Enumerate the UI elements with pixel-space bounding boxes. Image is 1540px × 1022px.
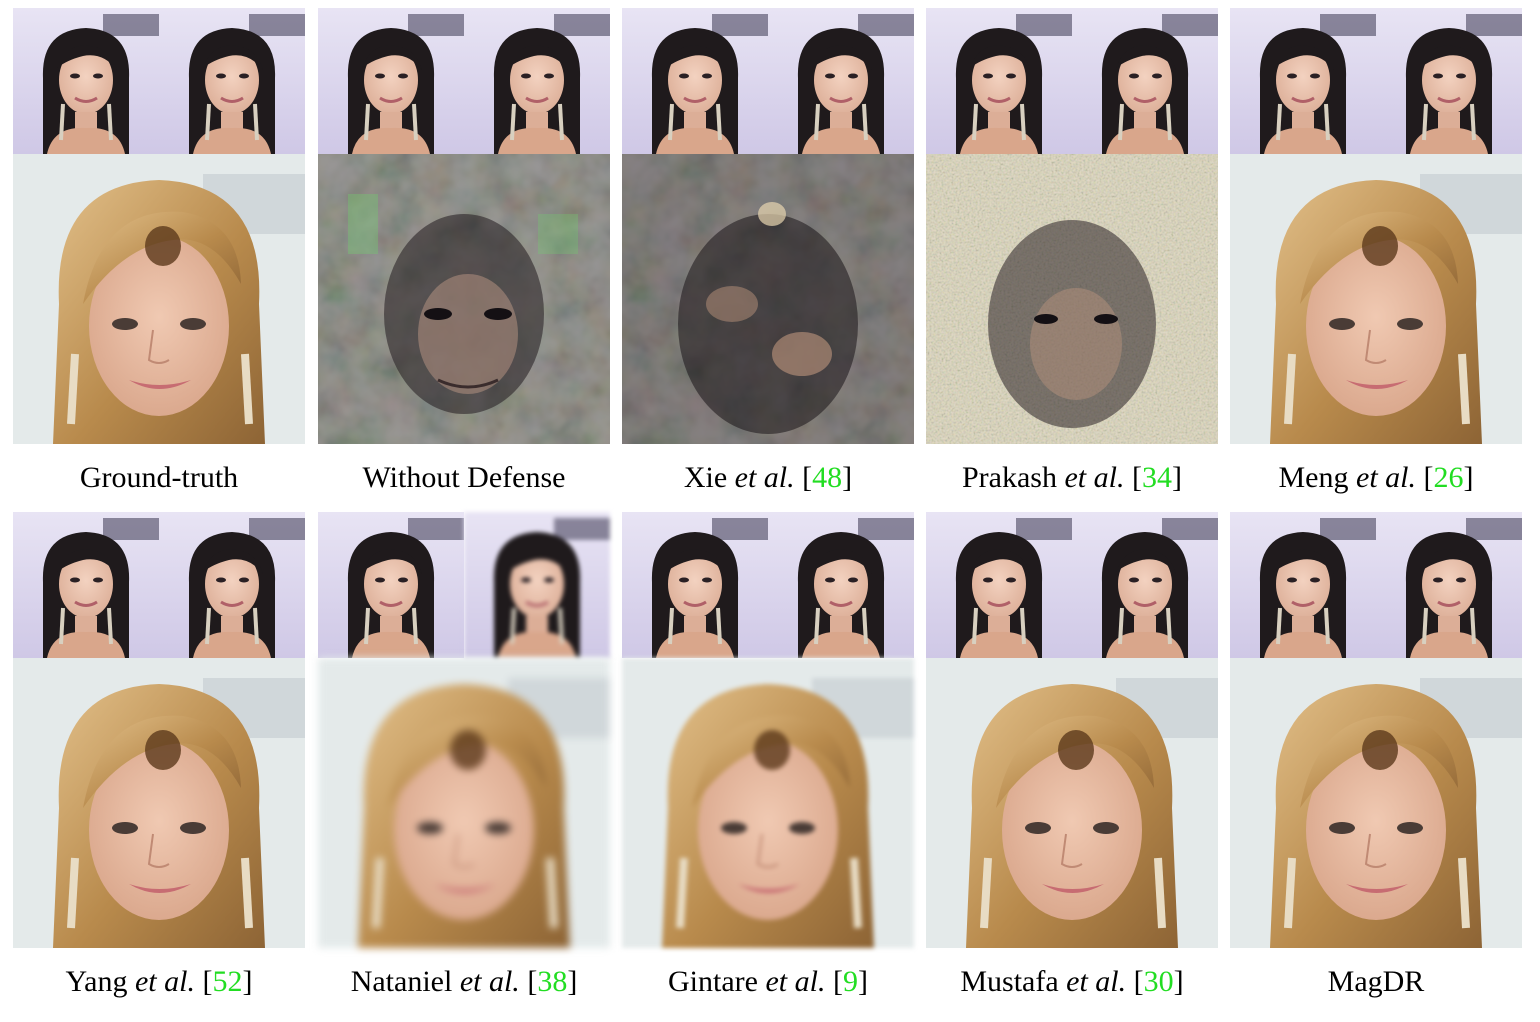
source-target-thumbnails (926, 512, 1218, 658)
source-target-thumbnails (1230, 512, 1522, 658)
target-face-image (159, 512, 305, 658)
caption-author: Mustafa (960, 965, 1059, 998)
target-face-image (464, 8, 610, 154)
source-target-thumbnails (318, 512, 610, 658)
caption-author: Gintare (668, 965, 758, 998)
target-face-image (1072, 8, 1218, 154)
caption: Nataniel et al. [38] (350, 965, 578, 998)
result-face-image (926, 658, 1218, 948)
caption: Xie et al. [48] (683, 461, 853, 494)
caption-etal: et al. (459, 965, 520, 998)
caption: Yang et al. [52] (65, 965, 253, 998)
citation-link[interactable]: 48 (812, 461, 843, 494)
caption-name: Without Defense (362, 461, 566, 494)
caption-author: Nataniel (350, 965, 453, 998)
caption-author: Meng (1278, 461, 1349, 494)
caption-etal: et al. (765, 965, 826, 998)
result-face-image (622, 154, 914, 444)
source-face-image (318, 8, 464, 154)
source-target-thumbnails (13, 512, 305, 658)
caption-author: Prakash (962, 461, 1057, 494)
result-face-image (318, 658, 610, 948)
caption: Without Defense (298, 460, 630, 496)
caption-name: Ground-truth (79, 461, 239, 494)
caption-name: MagDR (1327, 965, 1425, 998)
source-face-image (1230, 8, 1376, 154)
caption-etal: et al. (1356, 461, 1416, 494)
result-face-image (926, 154, 1218, 444)
result-face-image (1230, 658, 1522, 948)
source-target-thumbnails (13, 8, 305, 154)
target-face-image (464, 512, 610, 658)
source-face-image (13, 512, 159, 658)
caption: Ground-truth (0, 460, 325, 496)
target-face-image (159, 8, 305, 154)
source-target-thumbnails (318, 8, 610, 154)
caption-etal: et al. (734, 461, 795, 494)
citation-link[interactable]: 38 (537, 965, 568, 998)
citation-link[interactable]: 26 (1433, 461, 1464, 494)
source-target-thumbnails (622, 8, 914, 154)
target-face-image (768, 8, 914, 154)
source-face-image (622, 512, 768, 658)
result-face-image (13, 154, 305, 444)
target-face-image (1376, 8, 1522, 154)
target-face-image (1072, 512, 1218, 658)
caption: Meng et al. [26] (1278, 461, 1474, 494)
caption-etal: et al. (1066, 965, 1127, 998)
source-face-image (1230, 512, 1376, 658)
citation-link[interactable]: 52 (212, 965, 243, 998)
target-face-image (1376, 512, 1522, 658)
source-face-image (622, 8, 768, 154)
source-face-image (926, 512, 1072, 658)
source-target-thumbnails (622, 512, 914, 658)
source-face-image (318, 512, 464, 658)
caption: MagDR (1210, 964, 1540, 1000)
source-target-thumbnails (1230, 8, 1522, 154)
citation-link[interactable]: 30 (1143, 965, 1174, 998)
result-face-image (622, 658, 914, 948)
caption: Mustafa et al. [30] (960, 965, 1184, 998)
target-face-image (768, 512, 914, 658)
caption: Prakash et al. [34] (962, 461, 1182, 494)
source-target-thumbnails (926, 8, 1218, 154)
caption-etal: et al. (1064, 461, 1125, 494)
result-face-image (318, 154, 610, 444)
result-face-image (13, 658, 305, 948)
source-face-image (13, 8, 159, 154)
citation-link[interactable]: 9 (842, 965, 858, 998)
caption-etal: et al. (134, 965, 195, 998)
result-face-image (1230, 154, 1522, 444)
caption: Gintare et al. [9] (668, 965, 868, 998)
source-face-image (926, 8, 1072, 154)
caption-author: Yang (65, 965, 128, 998)
citation-link[interactable]: 34 (1141, 461, 1172, 494)
caption-author: Xie (683, 461, 728, 494)
